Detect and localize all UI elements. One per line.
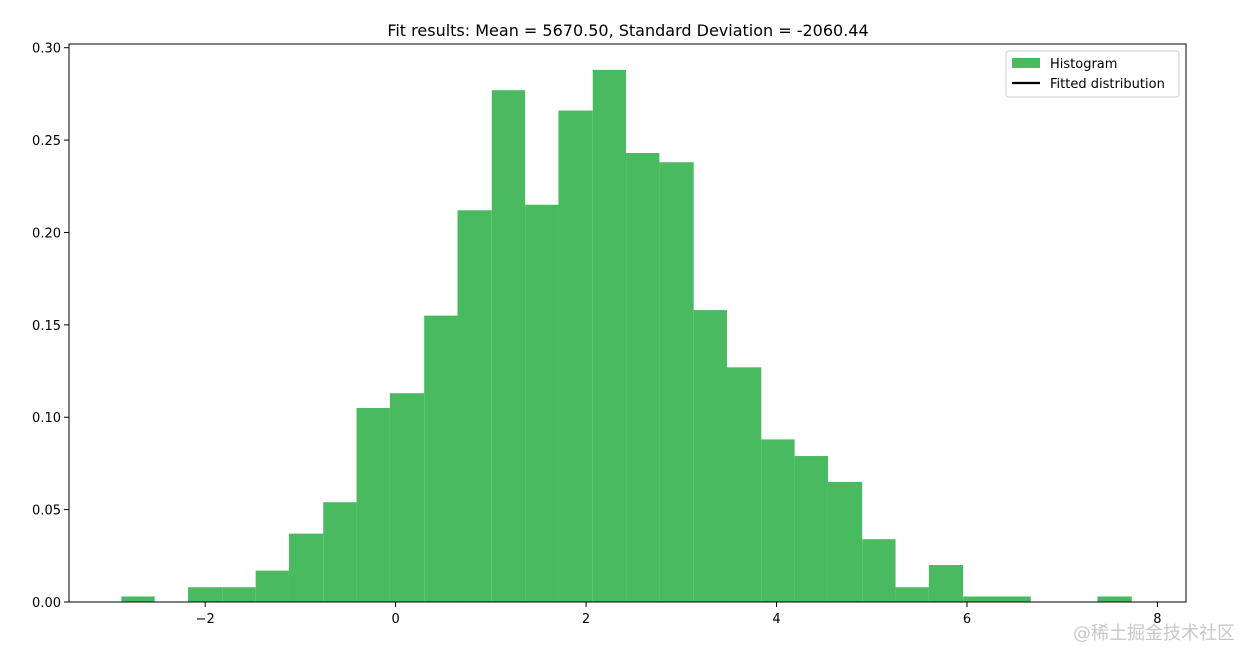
legend: Histogram Fitted distribution xyxy=(1005,50,1180,98)
histogram-bar xyxy=(895,587,929,602)
histogram-bar xyxy=(121,596,155,602)
x-tick-label: 4 xyxy=(772,612,780,627)
histogram-bar xyxy=(592,69,627,602)
histogram-bar xyxy=(389,393,425,602)
histogram-bar xyxy=(255,570,289,602)
histogram-bar xyxy=(862,539,896,602)
histogram-bar xyxy=(222,587,256,602)
legend-swatch-histogram xyxy=(1012,58,1040,68)
histogram-bar xyxy=(963,596,997,602)
histogram-bar xyxy=(659,162,694,603)
y-tick-label: 0.05 xyxy=(32,504,61,519)
chart-title: Fit results: Mean = 5670.50, Standard De… xyxy=(387,21,868,40)
histogram-bar xyxy=(457,210,492,603)
x-tick-label: 2 xyxy=(582,612,590,627)
histogram-bar xyxy=(761,439,795,602)
y-tick-label: 0.25 xyxy=(32,134,61,149)
histogram-bar xyxy=(996,596,1031,602)
histogram-bars xyxy=(121,69,1132,603)
y-tick-label: 0.30 xyxy=(32,42,61,57)
y-tick-label: 0.15 xyxy=(32,319,61,334)
histogram-bar xyxy=(827,481,863,602)
legend-label-histogram: Histogram xyxy=(1050,57,1117,72)
y-tick-label: 0.10 xyxy=(32,411,61,426)
watermark: @稀土掘金技术社区 xyxy=(1073,623,1235,644)
histogram-bar xyxy=(928,565,964,602)
x-axis: −2 0 2 4 6 8 xyxy=(196,602,1162,627)
histogram-bar xyxy=(727,367,762,602)
y-tick-label: 0.20 xyxy=(32,226,61,241)
x-tick-label: 0 xyxy=(391,612,399,627)
y-axis: 0.00 0.05 0.10 0.15 0.20 0.25 0.30 xyxy=(32,42,69,611)
histogram-bar xyxy=(693,310,728,602)
x-tick-label: 6 xyxy=(963,612,971,627)
histogram-bar xyxy=(491,90,526,603)
histogram-bar xyxy=(356,407,390,602)
histogram-bar xyxy=(288,533,324,602)
histogram-bar xyxy=(1097,596,1132,602)
legend-label-fitted-distribution: Fitted distribution xyxy=(1050,77,1165,92)
histogram-bar xyxy=(188,587,223,602)
plot-frame xyxy=(68,43,1187,603)
x-tick-label: −2 xyxy=(196,612,215,627)
histogram-bar xyxy=(794,456,828,602)
histogram-bar xyxy=(626,153,660,602)
histogram-bar xyxy=(525,204,559,602)
histogram-bar xyxy=(323,502,357,602)
histogram-bar xyxy=(558,110,593,603)
legend-box xyxy=(1005,50,1180,98)
y-tick-label: 0.00 xyxy=(32,596,61,611)
x-tick-label: 8 xyxy=(1153,612,1161,627)
histogram-bar xyxy=(424,315,458,602)
